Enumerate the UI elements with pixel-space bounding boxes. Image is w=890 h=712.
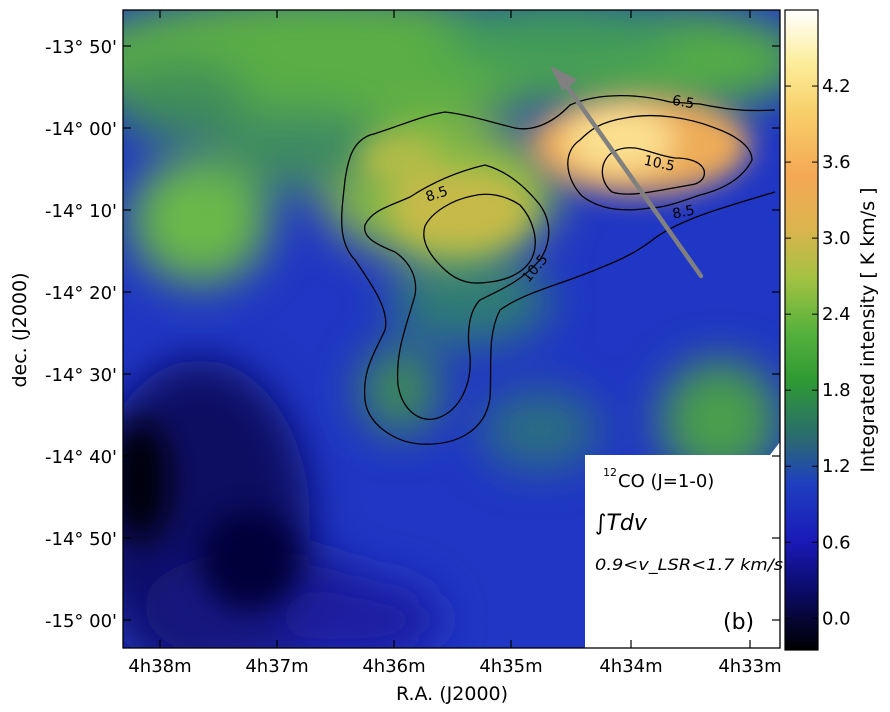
- x-tick-label: 4h34m: [599, 656, 662, 677]
- colorbar-tick-label: 1.8: [822, 380, 851, 401]
- colorbar-label: Integrated intensity [ K km/s ]: [857, 187, 879, 472]
- contour-6-5: [341, 95, 776, 445]
- y-tick-label: -14° 50': [45, 529, 117, 550]
- y-tick-label: -14° 20': [45, 283, 117, 304]
- x-tick-label: 4h38m: [128, 656, 191, 677]
- contour-label-8-5-left: 8.5: [424, 183, 450, 205]
- arrow: [551, 67, 704, 279]
- y-tick-label: -14° 40': [45, 447, 117, 468]
- y-axis: -13° 50' -14° 00' -14° 10' -14° 20' -14° 30'…: [45, 37, 780, 632]
- y-tick-label: -15° 00': [45, 611, 117, 632]
- colorbar-ticks: 0.0 0.6 1.2 1.8 2.4 3.0 3.6 4.2: [785, 76, 851, 629]
- legend-box: 12 CO (J=1-0) ∫Tdv 0.9<v_LSR<1.7 km/s (b…: [585, 442, 783, 648]
- x-tick-label: 4h33m: [718, 656, 781, 677]
- colorbar-tick-label: 0.0: [822, 608, 851, 629]
- y-axis-label: dec. (J2000): [9, 272, 31, 387]
- legend-superscript: 12: [603, 466, 617, 479]
- contour-8-5-left: [364, 164, 550, 420]
- colorbar-gradient: [784, 9, 819, 651]
- contour-label-10-5-right: 10.5: [642, 153, 676, 175]
- colorbar-tick-label: 1.2: [822, 456, 851, 477]
- x-tick-label: 4h36m: [362, 656, 425, 677]
- x-tick-label: 4h37m: [245, 656, 308, 677]
- x-tick-label: 4h35m: [479, 656, 542, 677]
- y-tick-label: -13° 50': [45, 37, 117, 58]
- y-tick-label: -14° 30': [45, 365, 117, 386]
- legend-line2: ∫Tdv: [595, 511, 648, 536]
- colorbar-tick-label: 3.0: [822, 228, 851, 249]
- plot-frame: [122, 9, 781, 649]
- colorbar: 0.0 0.6 1.2 1.8 2.4 3.0 3.6 4.2 Integrated inte…: [784, 9, 879, 651]
- contour-10-5-right: [601, 147, 706, 195]
- y-tick-label: -14° 00': [45, 119, 117, 140]
- contour-label-8-5-right: 8.5: [671, 202, 696, 222]
- panel-label: (b): [723, 610, 754, 635]
- contour-label-6-5: 6.5: [671, 93, 696, 113]
- contour-10-5-left: [423, 193, 536, 284]
- legend-line1: CO (J=1-0): [618, 471, 714, 492]
- colorbar-tick-label: 4.2: [822, 76, 851, 97]
- legend-line3: 0.9<v_LSR<1.7 km/s: [595, 555, 783, 575]
- x-axis: 4h38m 4h37m 4h36m 4h35m 4h34m 4h33m: [128, 10, 782, 677]
- x-axis-label: R.A. (J2000): [396, 683, 508, 705]
- colorbar-tick-label: 0.6: [822, 532, 851, 553]
- contour-8-5-right: [567, 114, 753, 211]
- y-tick-label: -14° 10': [45, 201, 117, 222]
- colorbar-tick-label: 2.4: [822, 304, 851, 325]
- contours: [341, 95, 776, 445]
- colorbar-tick-label: 3.6: [822, 152, 851, 173]
